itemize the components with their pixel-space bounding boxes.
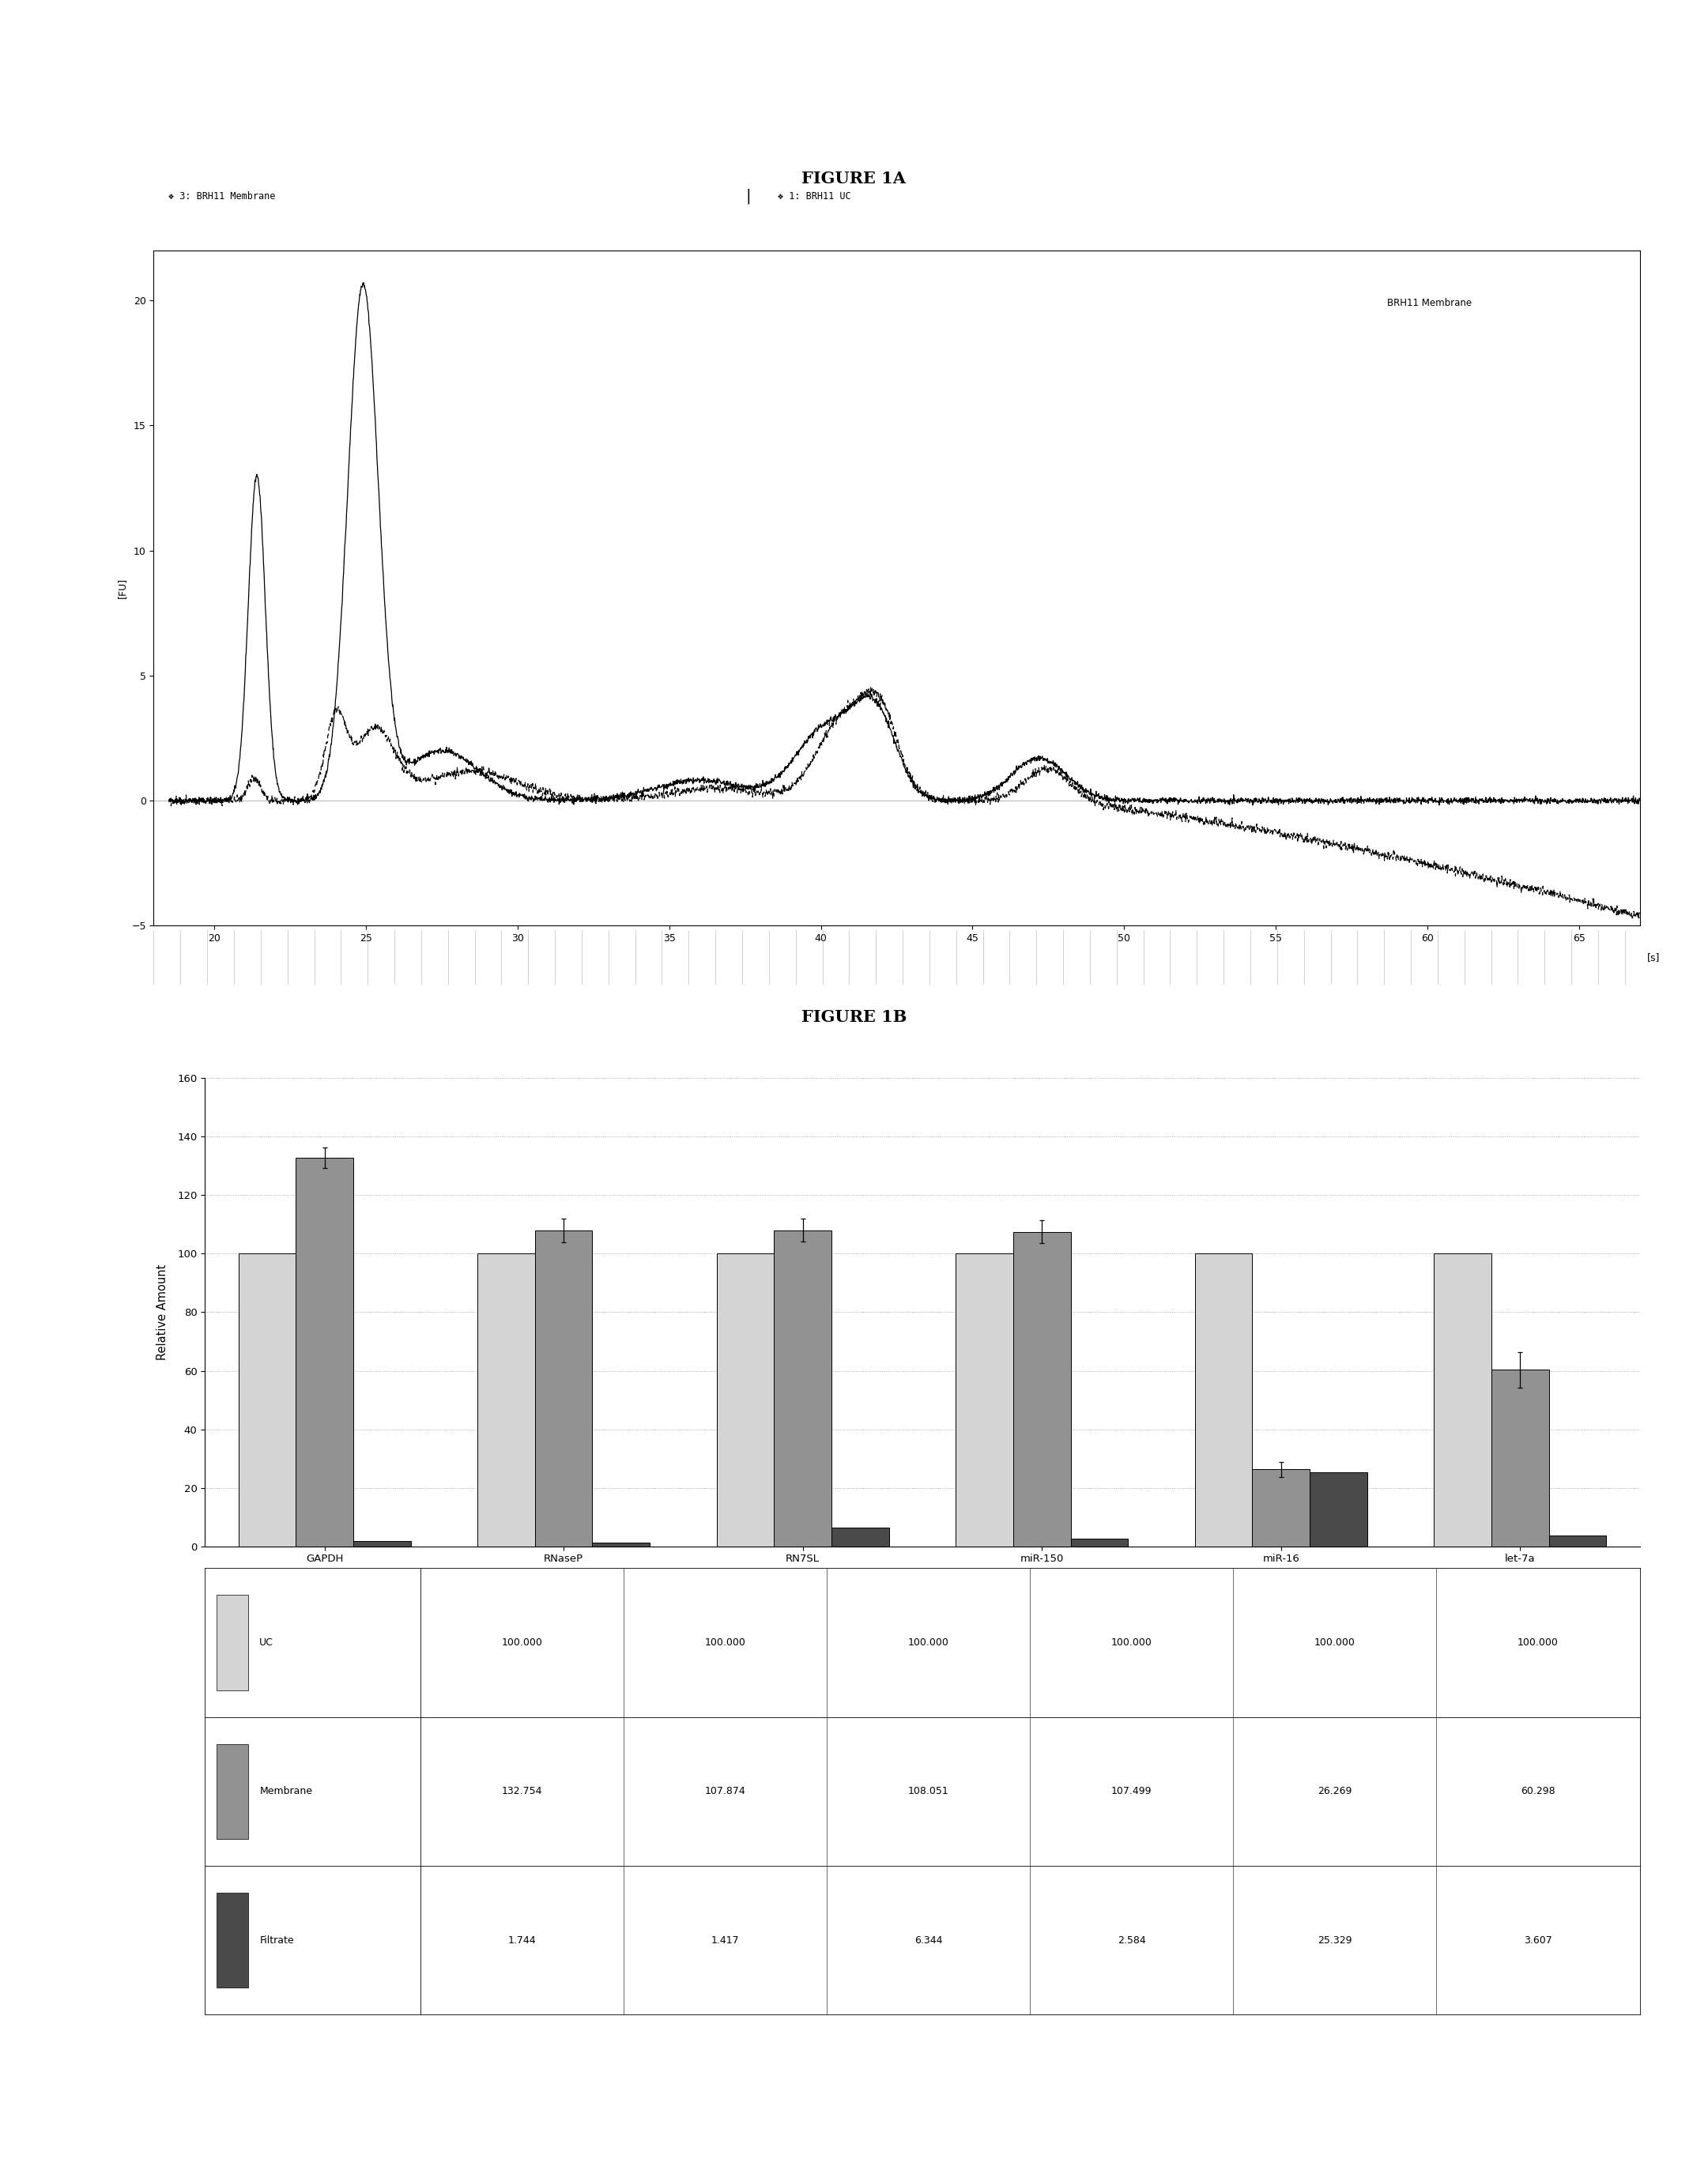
Y-axis label: [FU]: [FU] [116,577,126,599]
Bar [1196,1255,1252,1546]
Text: 3.607: 3.607 [1524,1934,1553,1945]
Bar [1491,1370,1549,1546]
Bar [295,1159,354,1546]
Bar [1252,1470,1310,1546]
Text: 26.269: 26.269 [1317,1786,1353,1797]
Text: 100.000: 100.000 [907,1638,950,1649]
Bar [1071,1540,1127,1546]
Text: 6.344: 6.344 [914,1934,943,1945]
Bar [774,1231,832,1546]
Bar [1435,1255,1491,1546]
Bar [1549,1535,1606,1546]
Text: 100.000: 100.000 [704,1638,746,1649]
Text: 1.417: 1.417 [711,1934,740,1945]
Text: FIGURE 1B: FIGURE 1B [801,1008,907,1026]
Text: 107.499: 107.499 [1112,1786,1151,1797]
Text: 1.744: 1.744 [507,1934,536,1945]
Bar [217,1594,248,1690]
Bar [217,1893,248,1989]
Bar [1310,1472,1366,1546]
Text: 108.051: 108.051 [909,1786,948,1797]
Bar [956,1255,1013,1546]
Text: 25.329: 25.329 [1317,1934,1353,1945]
Text: [s]: [s] [1647,952,1660,963]
Text: ❖ 1: BRH11 UC: ❖ 1: BRH11 UC [777,192,851,203]
Bar [1013,1233,1071,1546]
Text: |: | [745,189,752,205]
Text: 2.584: 2.584 [1117,1934,1146,1945]
Bar [478,1255,535,1546]
Text: UC: UC [260,1638,273,1649]
Text: Membrane: Membrane [260,1786,313,1797]
Text: BRH11 Membrane: BRH11 Membrane [1387,298,1472,307]
Bar [354,1542,410,1546]
Text: 100.000: 100.000 [1110,1638,1153,1649]
Text: Filtrate: Filtrate [260,1934,294,1945]
Bar [239,1255,295,1546]
Bar [535,1231,593,1546]
Bar [217,1745,248,1838]
Bar [717,1255,774,1546]
Text: 132.754: 132.754 [502,1786,541,1797]
Text: 60.298: 60.298 [1520,1786,1556,1797]
Bar [832,1527,888,1546]
Text: FIGURE 1A: FIGURE 1A [801,170,907,187]
Text: 107.874: 107.874 [705,1786,745,1797]
Y-axis label: Relative Amount: Relative Amount [157,1263,169,1361]
Text: 100.000: 100.000 [1517,1638,1559,1649]
Text: ❖ 3: BRH11 Membrane: ❖ 3: BRH11 Membrane [169,192,275,203]
Text: 100.000: 100.000 [1313,1638,1356,1649]
Bar [593,1542,649,1546]
Text: 100.000: 100.000 [500,1638,543,1649]
